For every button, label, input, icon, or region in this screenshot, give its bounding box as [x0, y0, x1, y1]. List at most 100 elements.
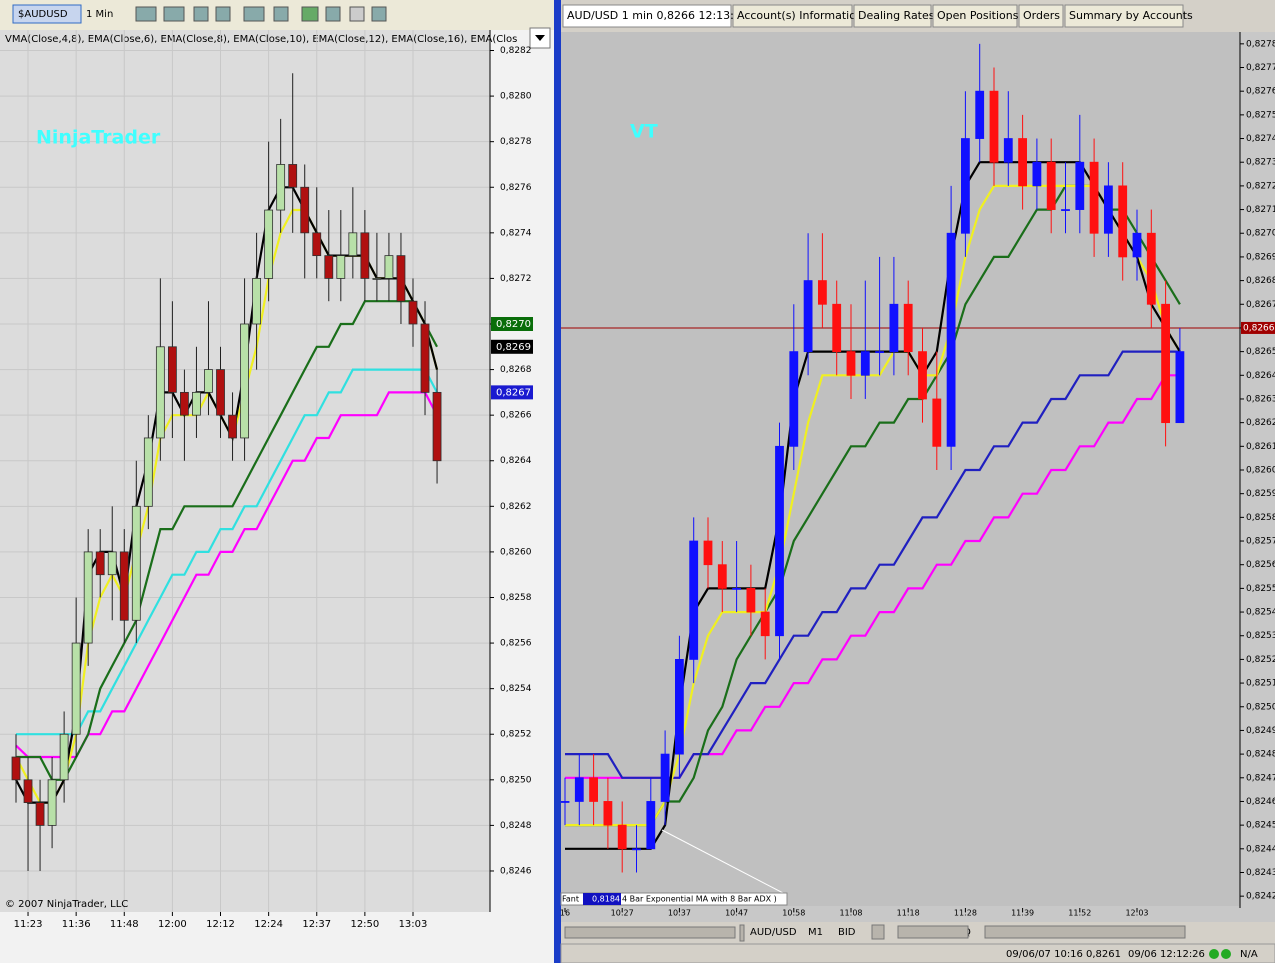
tab[interactable]	[732, 4, 853, 28]
y-tick-label: 0,8276	[1246, 87, 1275, 97]
toolbar-item[interactable]: BID	[838, 927, 856, 938]
tab-label[interactable]: Dealing Rates	[858, 9, 935, 22]
candle-body	[312, 232, 322, 257]
y-tick-label: 0,8267	[1246, 300, 1275, 310]
icon[interactable]	[243, 6, 265, 22]
tab-label[interactable]: Open Positions	[937, 9, 1019, 22]
overlay-value-bg	[583, 893, 621, 905]
candle-body	[989, 90, 999, 163]
candle-body	[574, 777, 584, 802]
candle-body	[775, 445, 784, 637]
symbol-box[interactable]	[12, 4, 82, 24]
x-tick-label: 10:37	[668, 909, 691, 918]
x-tick-label: 16	[560, 909, 570, 918]
tab[interactable]	[1064, 4, 1184, 28]
candle-body	[408, 300, 418, 325]
tab[interactable]	[562, 4, 732, 28]
candle-body	[432, 391, 442, 462]
candle-body	[204, 369, 213, 393]
candle-body	[47, 779, 57, 826]
y-tick-label: 0,8263	[1246, 394, 1275, 404]
tab[interactable]	[932, 4, 1018, 28]
icon[interactable]	[135, 6, 157, 22]
y-tick-label: 0,8251	[1246, 679, 1275, 689]
y-tick-label: 0,8244	[1246, 844, 1275, 854]
candle-body	[875, 351, 884, 354]
candle-body	[932, 398, 942, 447]
candle-body	[889, 303, 899, 353]
toolbar-icons	[564, 926, 736, 939]
x-tick-label: 11:39	[1011, 909, 1034, 918]
plot-area	[561, 43, 1240, 873]
x-tick-label: 11:08	[839, 909, 862, 918]
y-tick-label: 0,8247	[1246, 773, 1275, 783]
status-light	[1209, 949, 1219, 959]
interval[interactable]: 1 Min	[86, 9, 113, 20]
indicator-header: VMA(Close,4,8), EMA(Close,6), EMA(Close,…	[5, 34, 517, 45]
toolbar-item[interactable]: AUD/USD	[750, 927, 797, 938]
tabs: AUD/USD 1 min 0,8266 12:13:00Account(s) …	[562, 4, 1193, 28]
candle-body	[1146, 232, 1156, 305]
y-tick-label: 0,8268	[500, 365, 532, 375]
candle-body	[589, 777, 598, 802]
status-bar	[560, 943, 1275, 963]
icon[interactable]	[193, 6, 209, 22]
candle-body	[617, 824, 627, 850]
y-tick-label: 0,8256	[1246, 560, 1275, 570]
candle-body	[167, 346, 177, 393]
toolbar-icons	[871, 924, 885, 940]
candle-body	[803, 280, 813, 353]
candle-body	[252, 278, 262, 325]
price-marker-label: 0,8267	[496, 387, 531, 398]
candle-body	[95, 551, 105, 576]
candle-body	[918, 351, 927, 400]
candle-body	[975, 90, 985, 139]
overlay-text: 4 Bar Exponential MA with 8 Bar ADX )	[622, 895, 777, 904]
icon[interactable]	[349, 6, 365, 22]
tab[interactable]	[1018, 4, 1064, 28]
candle-body	[264, 209, 274, 279]
icon[interactable]	[301, 6, 319, 22]
y-tick-label: 0,8268	[1246, 276, 1275, 286]
y-tick-label: 0,8254	[500, 684, 532, 694]
icon[interactable]	[163, 6, 185, 22]
x-tick-label: 10:27	[611, 909, 634, 918]
candle-body	[288, 164, 298, 188]
symbol[interactable]: $AUDUSD	[18, 9, 68, 20]
status-text: N/A	[1240, 949, 1258, 960]
tab[interactable]	[853, 4, 932, 28]
tab-label[interactable]: Summary by Accounts	[1069, 9, 1193, 22]
y-tick-label: 0,8245	[1246, 821, 1275, 831]
y-tick-label: 0,8260	[1246, 466, 1275, 476]
candle-body	[1161, 303, 1170, 424]
toolbar-item[interactable]: M1	[808, 927, 823, 938]
y-tick-label: 0,8272	[1246, 181, 1275, 191]
x-tick-label: 13:03	[399, 919, 428, 930]
icon[interactable]	[273, 6, 289, 22]
candle-body	[372, 278, 382, 280]
candle-body	[360, 232, 370, 279]
icon[interactable]	[371, 6, 387, 22]
chart-0: 0,8246 0,8248 0,8250 0,8252 0,8254 0,8256 0,82…	[0, 30, 533, 930]
ma-line	[16, 368, 438, 736]
tab-label[interactable]: Orders	[1023, 9, 1060, 22]
candle-body	[155, 346, 165, 439]
candle-body	[789, 351, 799, 447]
candle-body	[420, 323, 430, 393]
icon[interactable]	[215, 6, 231, 22]
watermark: NinjaTrader	[36, 127, 161, 149]
candle-body	[1046, 161, 1056, 210]
candle-body	[1003, 138, 1013, 163]
candle-body	[131, 505, 141, 621]
candle-body	[192, 391, 201, 416]
candle-body	[846, 351, 856, 376]
candle-body	[348, 232, 358, 257]
candle-body	[216, 369, 225, 416]
price-marker-label: 0,8269	[496, 342, 531, 353]
candle-body	[717, 564, 727, 589]
icon[interactable]	[325, 6, 341, 22]
x-tick-label: 11:52	[1068, 909, 1091, 918]
y-tick-label: 0,8280	[500, 92, 532, 102]
tab-label[interactable]: Account(s) Information	[737, 9, 863, 22]
tab-label[interactable]: AUD/USD 1 min 0,8266 12:13:00	[567, 9, 748, 22]
